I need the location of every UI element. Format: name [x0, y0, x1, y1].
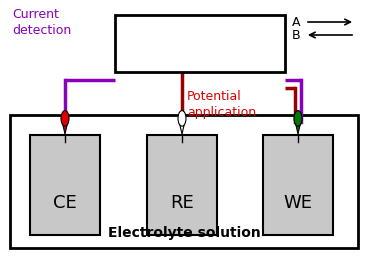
- Text: RE: RE: [170, 194, 194, 212]
- Polygon shape: [63, 123, 67, 134]
- Text: CE: CE: [53, 194, 77, 212]
- Ellipse shape: [178, 110, 186, 126]
- Bar: [147, 135, 217, 235]
- Bar: [30, 135, 100, 235]
- Text: WE: WE: [283, 194, 313, 212]
- Polygon shape: [179, 123, 185, 134]
- Text: A: A: [292, 16, 300, 29]
- Polygon shape: [296, 123, 300, 134]
- Text: Electrolyte solution: Electrolyte solution: [108, 226, 260, 240]
- Text: Potential
application: Potential application: [187, 90, 256, 119]
- Bar: [115, 15, 285, 72]
- Text: B: B: [292, 29, 300, 42]
- Text: Potentiostat: Potentiostat: [154, 36, 246, 51]
- Ellipse shape: [61, 110, 69, 126]
- Bar: [263, 135, 333, 235]
- Text: Current
detection: Current detection: [12, 8, 71, 37]
- Ellipse shape: [294, 110, 302, 126]
- Bar: [10, 115, 358, 248]
